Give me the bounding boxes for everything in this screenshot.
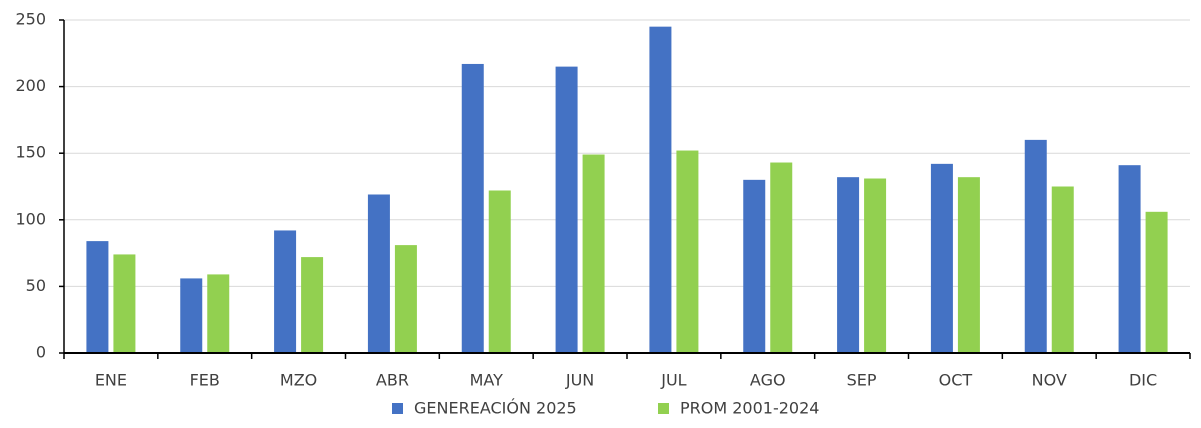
bar [743, 179, 766, 353]
x-tick-label: ENE [95, 371, 127, 390]
bar [367, 194, 390, 353]
bar [649, 26, 672, 353]
x-tick-label: SEP [847, 371, 877, 390]
bar [1118, 165, 1141, 353]
bar [582, 154, 605, 353]
x-tick-label: MAY [470, 371, 504, 390]
bar [488, 190, 511, 353]
bar [86, 241, 109, 353]
bar [207, 274, 230, 353]
x-tick-label: NOV [1032, 371, 1067, 390]
bar [930, 163, 953, 353]
bar [394, 245, 417, 353]
bar [274, 230, 297, 353]
x-tick-label: FEB [190, 371, 220, 390]
bar [957, 177, 980, 353]
y-tick-label: 100 [15, 209, 46, 228]
x-tick-label: DIC [1129, 371, 1157, 390]
y-tick-label: 150 [15, 143, 46, 162]
x-tick-label: JUN [565, 371, 594, 390]
y-tick-label: 250 [15, 10, 46, 29]
x-tick-label: ABR [376, 371, 409, 390]
bar [180, 278, 203, 353]
x-tick-label: OCT [939, 371, 973, 390]
legend-label: PROM 2001-2024 [680, 399, 819, 418]
legend-label: GENEREACIÓN 2025 [414, 399, 577, 418]
bar [461, 63, 484, 354]
bar [864, 178, 887, 353]
bar [676, 150, 699, 353]
bar [1145, 211, 1168, 353]
bar [555, 66, 578, 354]
x-tick-label: MZO [280, 371, 317, 390]
x-tick-label: JUL [660, 371, 686, 390]
bar [837, 177, 860, 353]
bar [1051, 186, 1074, 353]
y-tick-label: 0 [36, 343, 46, 362]
x-tick-label: AGO [750, 371, 786, 390]
bar [113, 254, 136, 353]
bar [301, 257, 324, 353]
bar [1024, 139, 1047, 353]
bar [770, 162, 793, 353]
y-tick-label: 50 [26, 276, 46, 295]
legend-swatch [658, 403, 669, 414]
legend-swatch [392, 403, 403, 414]
y-tick-label: 200 [15, 76, 46, 95]
